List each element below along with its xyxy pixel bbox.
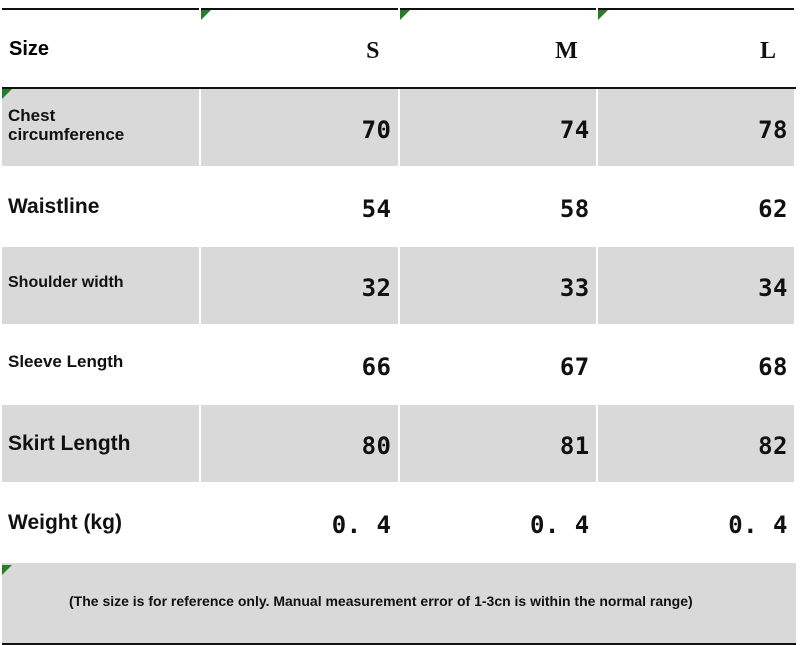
value-cell: 74 — [398, 88, 598, 168]
header-col-label: S — [366, 38, 380, 64]
cell-value: 67 — [559, 353, 590, 381]
value-cell: 66 — [200, 325, 400, 405]
cell-value: 34 — [758, 274, 788, 302]
row-label: Weight (kg) — [8, 511, 122, 534]
row-label-cell: Sleeve Length — [2, 325, 202, 405]
table-row: Waistline 54 58 62 — [2, 167, 797, 247]
comment-marker-icon — [597, 10, 608, 20]
cell-value: 81 — [559, 432, 590, 460]
comment-marker-icon — [201, 10, 212, 20]
header-size-label: Size — [9, 38, 50, 60]
value-cell: 0. 4 — [200, 483, 400, 563]
value-cell: 78 — [596, 88, 797, 168]
row-label-cell: Skirt Length — [2, 404, 202, 484]
reference-note: (The size is for reference only. Manual … — [69, 593, 693, 609]
reference-note-row: (The size is for reference only. Manual … — [2, 561, 796, 645]
header-col-label: L — [759, 38, 776, 64]
comment-marker-icon — [399, 10, 410, 20]
cell-value: 78 — [758, 116, 788, 144]
cell-value: 54 — [361, 195, 392, 223]
table-row: Chest circumference 70 74 78 — [2, 88, 797, 168]
cell-value: 66 — [361, 353, 392, 381]
header-col-s: S — [200, 8, 400, 89]
cell-value: 82 — [758, 432, 788, 460]
comment-marker-icon — [2, 565, 12, 575]
value-cell: 62 — [596, 167, 797, 247]
table-header-row: Size S M L — [2, 8, 797, 89]
table-row: Shoulder width 32 33 34 — [2, 246, 797, 326]
header-col-label: M — [555, 38, 578, 64]
value-cell: 67 — [398, 325, 598, 405]
size-table: Size S M L Chest circumference 70 74 78 — [2, 8, 797, 563]
row-label-cell: Waistline — [2, 167, 202, 247]
comment-marker-icon — [2, 89, 12, 99]
cell-value: 0. 4 — [529, 511, 590, 539]
value-cell: 34 — [596, 246, 797, 326]
row-label-cell: Weight (kg) — [2, 483, 202, 563]
row-label: Chest circumference — [8, 106, 125, 144]
row-label-cell: Shoulder width — [2, 246, 202, 326]
cell-value: 33 — [559, 274, 590, 302]
table-row: Weight (kg) 0. 4 0. 4 0. 4 — [2, 483, 797, 563]
row-label-cell: Chest circumference — [2, 88, 202, 168]
cell-value: 68 — [758, 353, 788, 381]
value-cell: 32 — [200, 246, 400, 326]
cell-value: 62 — [758, 195, 788, 223]
value-cell: 68 — [596, 325, 797, 405]
table-row: Skirt Length 80 81 82 — [2, 404, 797, 484]
cell-value: 0. 4 — [331, 511, 392, 539]
row-label: Shoulder width — [8, 274, 124, 291]
value-cell: 33 — [398, 246, 598, 326]
row-label: Waistline — [8, 195, 100, 218]
value-cell: 0. 4 — [398, 483, 598, 563]
cell-value: 74 — [559, 116, 590, 144]
value-cell: 70 — [200, 88, 400, 168]
value-cell: 54 — [200, 167, 400, 247]
cell-value: 70 — [361, 116, 392, 144]
value-cell: 0. 4 — [596, 483, 797, 563]
row-label: Skirt Length — [8, 432, 131, 455]
header-col-m: M — [398, 8, 598, 89]
table-row: Sleeve Length 66 67 68 — [2, 325, 797, 405]
row-label: Sleeve Length — [8, 352, 124, 371]
cell-value: 0. 4 — [728, 511, 788, 539]
cell-value: 80 — [361, 432, 392, 460]
value-cell: 58 — [398, 167, 598, 247]
value-cell: 82 — [596, 404, 797, 484]
value-cell: 80 — [200, 404, 400, 484]
header-size-cell: Size — [2, 8, 202, 89]
header-col-l: L — [596, 8, 797, 89]
value-cell: 81 — [398, 404, 598, 484]
cell-value: 32 — [361, 274, 392, 302]
cell-value: 58 — [559, 195, 590, 223]
